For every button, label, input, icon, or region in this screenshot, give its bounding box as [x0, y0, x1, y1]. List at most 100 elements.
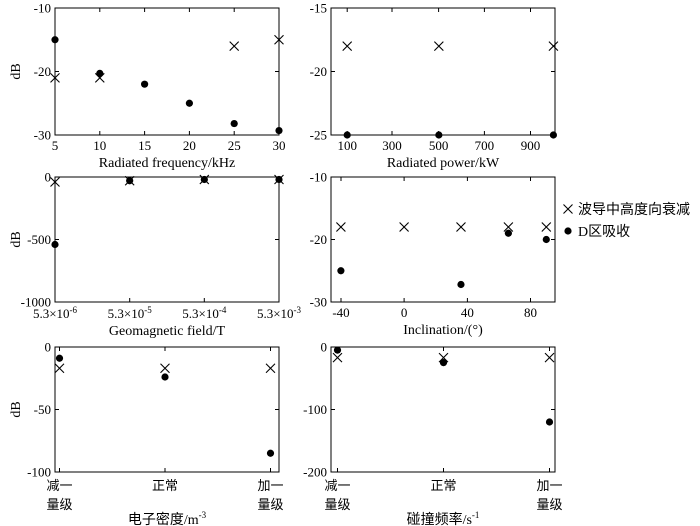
data-point-cross [50, 72, 60, 83]
cross-stroke [541, 222, 552, 232]
legend-label: D区吸收 [578, 224, 630, 240]
y-tick-label: 0 [45, 170, 52, 185]
cross-stroke [274, 34, 284, 45]
x-tick-label: 300 [382, 138, 402, 153]
x-tick-label: 5.3×10-4 [182, 305, 227, 321]
chart-panel-4: -10 -20 -30 -40 0 40 80 Inclination/(°) [310, 170, 556, 338]
x-axis-label: 碰撞频率/s-1 [407, 510, 480, 526]
data-point-cross [229, 41, 240, 51]
x-tick-label: 30 [273, 138, 286, 153]
chart-panel-2: -15 -20 -25 100 300 500 700 900 Radiated power/k… [310, 1, 559, 171]
legend-marker-cross [563, 204, 573, 214]
y-tick-label: 0 [321, 340, 328, 355]
x-tick-label: 5.3×10-5 [108, 305, 153, 321]
x-axis-label: Inclination/(°) [403, 323, 483, 338]
data-point-cross [456, 222, 466, 232]
x-tick-label: 量级 [46, 497, 72, 512]
y-tick-label: -15 [310, 1, 327, 16]
cross-stroke [229, 41, 240, 51]
data-point-cross [503, 222, 514, 232]
data-point-dot [51, 36, 59, 44]
data-point-dot [51, 240, 59, 249]
data-point-cross [336, 222, 346, 232]
data-point-dot [439, 359, 448, 367]
data-point-cross [541, 222, 552, 232]
data-point-cross [342, 41, 353, 51]
x-tick-label: 900 [521, 138, 541, 153]
y-tick-label: -20 [34, 64, 51, 79]
data-point-dot [457, 280, 465, 289]
cross-stroke [54, 363, 65, 374]
y-tick-label: -100 [303, 402, 327, 417]
x-axis-label: 电子密度/m-3 [128, 510, 207, 526]
x-tick-label: 40 [461, 305, 474, 320]
x-tick-label: -40 [332, 305, 349, 320]
x-tick-label: 500 [429, 138, 449, 153]
y-tick-label: -200 [303, 465, 327, 480]
cross-stroke [50, 72, 60, 83]
cross-stroke [50, 177, 60, 187]
y-axis-label: dB [9, 63, 24, 79]
legend-marker-dot [564, 227, 572, 235]
x-tick-label: 正常 [152, 478, 178, 493]
x-tick-label: 量级 [536, 497, 562, 512]
data-point-cross [438, 352, 449, 363]
y-tick-label: -20 [310, 232, 327, 247]
x-axis-label: Geomagnetic field/T [109, 324, 226, 339]
plot-frame [54, 176, 280, 303]
y-tick-label: -30 [310, 295, 327, 310]
cross-stroke [332, 352, 343, 363]
plot-frame [330, 7, 556, 136]
x-tick-label: 量级 [257, 497, 283, 512]
x-tick-label: 100 [337, 138, 357, 153]
data-point-dot [545, 418, 554, 426]
x-tick-label: 80 [524, 305, 537, 320]
data-point-dot [126, 177, 134, 185]
legend: 波导中高度向衰减 D区吸收 [563, 201, 690, 240]
data-point-dot [337, 267, 345, 275]
y-tick-label: 0 [45, 340, 52, 355]
data-point-dot [542, 235, 550, 244]
x-tick-label: 5.3×10-6 [33, 305, 78, 321]
data-point-dot [435, 131, 443, 139]
data-point-cross [50, 177, 60, 187]
x-tick-label: 15 [138, 138, 151, 153]
x-tick-label: 正常 [430, 478, 456, 493]
plot-frame [54, 7, 280, 136]
y-axis-label: dB [9, 231, 24, 247]
y-tick-label: -50 [34, 402, 51, 417]
x-tick-label: 700 [475, 138, 495, 153]
data-point-dot [55, 354, 64, 362]
data-point-dot [343, 131, 351, 139]
y-tick-label: -30 [34, 128, 51, 143]
x-tick-label: 5 [52, 138, 59, 153]
y-tick-label: -10 [310, 170, 327, 185]
y-tick-label: -20 [310, 64, 327, 79]
cross-stroke [548, 41, 559, 51]
x-axis-label: Radiated frequency/kHz [99, 156, 235, 171]
cross-stroke [265, 363, 276, 374]
x-tick-label: 减一 [324, 478, 350, 493]
data-point-cross [332, 352, 343, 363]
y-tick-label: -100 [27, 465, 51, 480]
data-point-dot [230, 119, 238, 128]
data-point-dot [549, 131, 558, 139]
data-point-cross [548, 41, 559, 51]
x-tick-label: 20 [183, 138, 196, 153]
x-tick-label: 0 [401, 305, 408, 320]
y-tick-label: -1000 [21, 295, 51, 310]
cross-stroke [160, 363, 170, 374]
cross-stroke [342, 41, 353, 51]
y-tick-label: -25 [310, 128, 327, 143]
y-tick-label: -500 [27, 232, 51, 247]
data-point-dot [200, 175, 208, 184]
data-point-cross [265, 363, 276, 374]
cross-stroke [544, 352, 555, 363]
data-point-dot [141, 80, 149, 88]
data-point-cross [274, 34, 284, 45]
cross-stroke [503, 222, 514, 232]
